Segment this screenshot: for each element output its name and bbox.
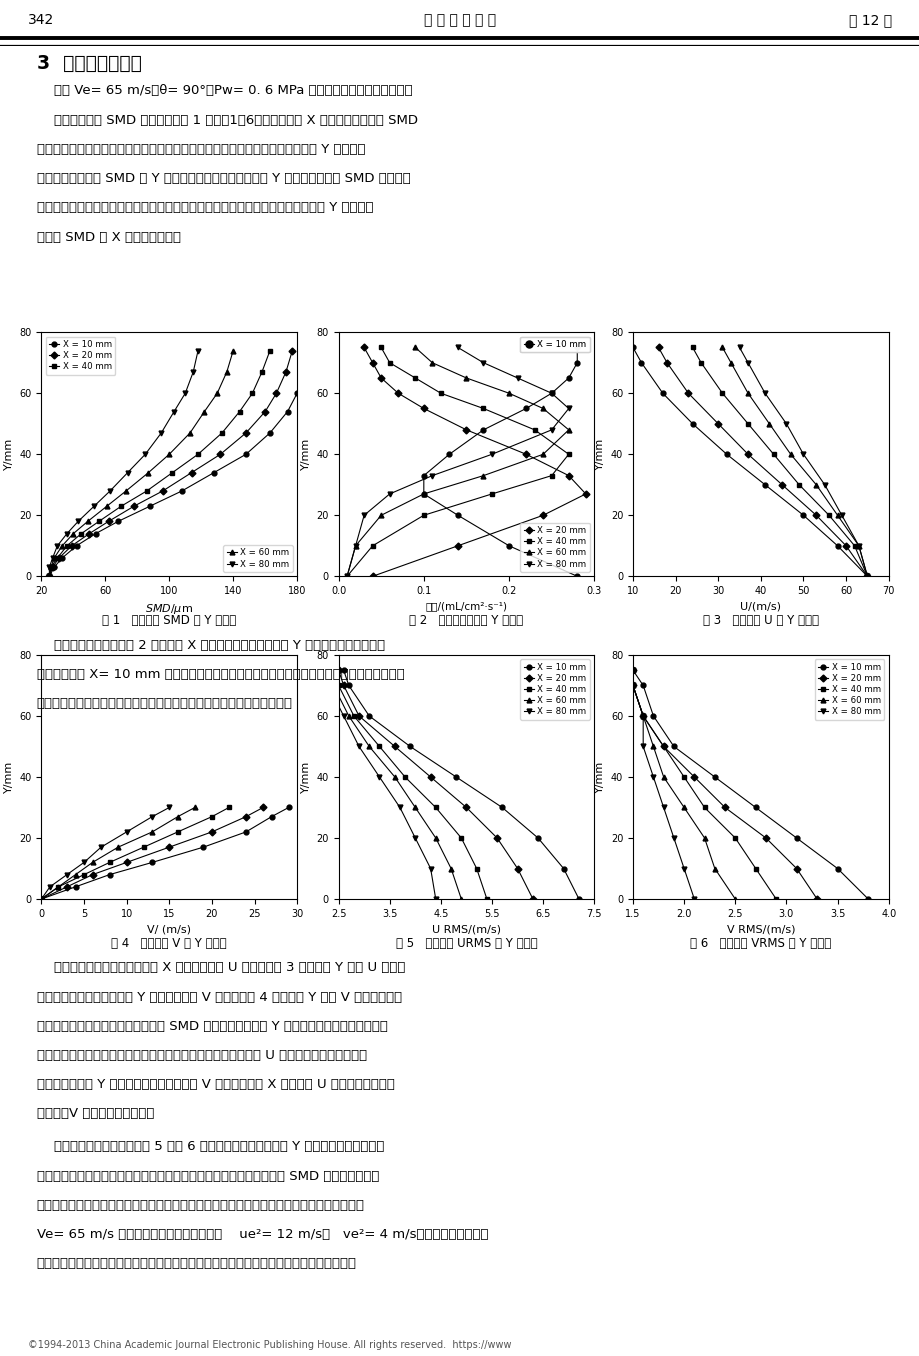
Y-axis label: Y/mm: Y/mm (4, 761, 14, 793)
Text: 图 6   不同截面 VRMS 沿 Y 的分布: 图 6 不同截面 VRMS 沿 Y 的分布 (689, 937, 831, 951)
Text: 粒子平均直径 SMD 的分布。如图 1 所示（1～6图，图中符号 X 値相同），粒子的 SMD: 粒子平均直径 SMD 的分布。如图 1 所示（1～6图，图中符号 X 値相同），… (37, 114, 417, 127)
Text: 粒子的 SMD 随 X 的增大而减小。: 粒子的 SMD 随 X 的增大而减小。 (37, 231, 181, 244)
Y-axis label: Y/mm: Y/mm (301, 438, 311, 471)
Text: 小，近似线性分布。粒子在 Y 方向的分速度 V 的分布如图 4 所示。沿 Y 方向 V 逐渐增大，也: 小，近似线性分布。粒子在 Y 方向的分速度 V 的分布如图 4 所示。沿 Y 方… (37, 990, 402, 1003)
X-axis label: V/ (m/s): V/ (m/s) (147, 925, 191, 934)
X-axis label: V RMS/(m/s): V RMS/(m/s) (726, 925, 794, 934)
Text: 图 2   不同截面通量沿 Y 的分布: 图 2 不同截面通量沿 Y 的分布 (409, 614, 523, 628)
Text: 选用 Ve= 65 m/s，θ= 90°，Pw= 0. 6 MPa 的喷雾为例说明喷雾的结构。: 选用 Ve= 65 m/s，θ= 90°，Pw= 0. 6 MPa 的喷雾为例说… (37, 84, 412, 98)
Legend: X = 10 mm, X = 20 mm, X = 40 mm, X = 60 mm, X = 80 mm: X = 10 mm, X = 20 mm, X = 40 mm, X = 60 … (519, 659, 589, 720)
Text: 不断扩展。在 X= 10 mm 的截面，由于喷雾的浓度大，粒子的速度与激光束有较大的角度，浓: 不断扩展。在 X= 10 mm 的截面，由于喷雾的浓度大，粒子的速度与激光束有较… (37, 669, 404, 681)
Text: ©1994-2013 China Academic Journal Electronic Publishing House. All rights reserv: ©1994-2013 China Academic Journal Electr… (28, 1340, 511, 1349)
Text: 第 12 卷: 第 12 卷 (848, 14, 891, 27)
Text: 上的脉动速度近似相同。这一现象同平均速度分布一样，也是由粒子的 SMD 的分布决定的。: 上的脉动速度近似相同。这一现象同平均速度分布一样，也是由粒子的 SMD 的分布决… (37, 1169, 379, 1182)
Text: 粒子的直径越大，其跟随性就越差，脉动速度就越小。实验中我们测量了气流速度的脉动，在: 粒子的直径越大，其跟随性就越差，脉动速度就越小。实验中我们测量了气流速度的脉动，… (37, 1199, 365, 1212)
Text: 粒子的脉动速度分布。如图 5 和图 6 所示。粒子的脉动速度随 Y 的增加而减小。各截面: 粒子的脉动速度分布。如图 5 和图 6 所示。粒子的脉动速度随 Y 的增加而减小… (37, 1140, 384, 1154)
Text: Ve= 65 m/s 时，气流的脉动均方根値为：    ue²= 12 m/s，   ve²= 4 m/s。气流在两个方向上: Ve= 65 m/s 时，气流的脉动均方根値为： ue²= 12 m/s， ve… (37, 1229, 488, 1241)
Text: 子的惯性大，在 Y 方向速度衰减的慢，使得 V 速度大。随着 X 的增加， U 速度逐渐趋近于气: 子的惯性大，在 Y 方向速度衰减的慢，使得 V 速度大。随着 X 的增加， U … (37, 1078, 394, 1092)
Text: 流速度，V 速度逐渐趋近于零。: 流速度，V 速度逐渐趋近于零。 (37, 1106, 154, 1120)
Y-axis label: Y/mm: Y/mm (595, 761, 605, 793)
Text: 粒子通量的分布。如图 2 所示，沿 X 方向粒子的最大浓度値向 Y 方向移动，喷雾的宽度: 粒子通量的分布。如图 2 所示，沿 X 方向粒子的最大浓度値向 Y 方向移动，喷… (37, 639, 384, 652)
Text: 子增加，故粒子的 SMD 沿 Y 方向增大。沿流动方向喷雾在 Y 方向扩展，粒子 SMD 变化的趋: 子增加，故粒子的 SMD 沿 Y 方向增大。沿流动方向喷雾在 Y 方向扩展，粒子… (37, 172, 410, 186)
Text: 近似线性分布。这一现象是由于粒子 SMD 的分布决定的。沿 Y 方向，粒子的直径增加，粒子: 近似线性分布。这一现象是由于粒子 SMD 的分布决定的。沿 Y 方向，粒子的直径… (37, 1020, 387, 1033)
Text: 3  实验结果及分析: 3 实验结果及分析 (37, 54, 142, 73)
X-axis label: U RMS/(m/s): U RMS/(m/s) (432, 925, 501, 934)
Text: 图 5   不同截面 URMS 沿 Y 的分布: 图 5 不同截面 URMS 沿 Y 的分布 (395, 937, 537, 951)
X-axis label: U/(m/s): U/(m/s) (740, 602, 780, 612)
Text: 势不变，变化率减小。最小直径不变，最大直径由于喷雾的扩散而增大。在相同的 Y 位置上，: 势不变，变化率减小。最小直径不变，最大直径由于喷雾的扩散而增大。在相同的 Y 位… (37, 201, 373, 214)
Y-axis label: Y/mm: Y/mm (4, 438, 14, 471)
Text: 图 1   不同截面 SMD 沿 Y 的分布: 图 1 不同截面 SMD 沿 Y 的分布 (102, 614, 236, 628)
Text: 度测量的误差较大。由各截面喷雾的通量分布可以看出喷雾的穿透深度。: 度测量的误差较大。由各截面喷雾的通量分布可以看出喷雾的穿透深度。 (37, 697, 292, 711)
X-axis label: 通量/(mL/cm²·s⁻¹): 通量/(mL/cm²·s⁻¹) (425, 602, 507, 612)
X-axis label: $SMD$/$\mu$m: $SMD$/$\mu$m (145, 602, 193, 616)
Y-axis label: Y/mm: Y/mm (595, 438, 605, 471)
Text: 图 3   不同截面 U 沿 Y 的分布: 图 3 不同截面 U 沿 Y 的分布 (702, 614, 818, 628)
Text: 的惯性增大。一方面，大粒子对气流的跟随性差，使得大粒子的 U 速度低。另一方面，大粒: 的惯性增大。一方面，大粒子对气流的跟随性差，使得大粒子的 U 速度低。另一方面，… (37, 1050, 367, 1062)
Text: 342: 342 (28, 14, 54, 27)
Text: 图 4   不同截面 V 沿 Y 的分布: 图 4 不同截面 V 沿 Y 的分布 (111, 937, 227, 951)
Text: 沿喷射方向逐渐增加。这是因为初始雾化后，大粒子的惯性大，穿透深度大，沿 Y 方向大粒: 沿喷射方向逐渐增加。这是因为初始雾化后，大粒子的惯性大，穿透深度大，沿 Y 方向… (37, 144, 365, 156)
Legend: X = 60 mm, X = 80 mm: X = 60 mm, X = 80 mm (222, 545, 292, 572)
Legend: X = 10 mm: X = 10 mm (519, 336, 589, 353)
Y-axis label: Y/mm: Y/mm (301, 761, 311, 793)
Text: 粒子平均速度的分布。粒子在 X 方向的分速度 U 的分布如图 3 所示。沿 Y 方向 U 逐渐减: 粒子平均速度的分布。粒子在 X 方向的分速度 U 的分布如图 3 所示。沿 Y … (37, 961, 404, 975)
Text: 航 空 动 力 学 报: 航 空 动 力 学 报 (424, 14, 495, 27)
Text: 的脉动均方値是不同的。主流方向上的脉动速度大于与其垂直方向上的脉动速度。反映在粒: 的脉动均方値是不同的。主流方向上的脉动速度大于与其垂直方向上的脉动速度。反映在粒 (37, 1257, 357, 1271)
Legend: X = 10 mm, X = 20 mm, X = 40 mm, X = 60 mm, X = 80 mm: X = 10 mm, X = 20 mm, X = 40 mm, X = 60 … (813, 659, 883, 720)
